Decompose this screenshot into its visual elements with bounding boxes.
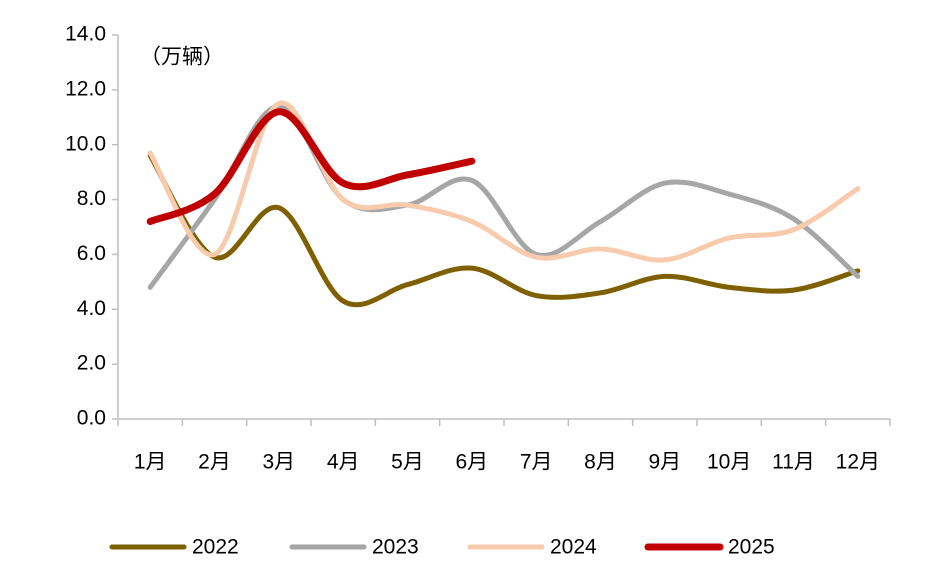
y-tick-label: 6.0 xyxy=(77,242,106,265)
y-tick-label: 4.0 xyxy=(77,297,106,320)
x-tick-label: 9月 xyxy=(648,451,681,474)
x-tick-label: 8月 xyxy=(584,451,617,474)
x-tick-label: 3月 xyxy=(262,451,295,474)
legend-label: 2023 xyxy=(372,536,419,559)
series-line xyxy=(146,108,476,226)
y-tick-label: 8.0 xyxy=(77,187,106,210)
x-tick-label: 5月 xyxy=(391,451,424,474)
y-tick-label: 10.0 xyxy=(65,132,106,155)
x-tick-label: 11月 xyxy=(772,451,815,474)
x-tick-label: 1月 xyxy=(134,451,167,474)
x-tick-label: 2月 xyxy=(198,451,231,474)
x-tick-label: 7月 xyxy=(520,451,553,474)
x-tick-label: 10月 xyxy=(707,451,751,474)
legend-label: 2025 xyxy=(728,536,775,559)
series-line xyxy=(147,153,861,308)
y-tick-label: 2.0 xyxy=(77,352,106,375)
legend-label: 2024 xyxy=(550,536,597,559)
y-tick-label: 14.0 xyxy=(65,23,106,46)
y-tick-label: 0.0 xyxy=(77,407,106,430)
y-tick-label: 12.0 xyxy=(65,77,106,100)
legend-label: 2022 xyxy=(192,536,239,559)
x-tick-label: 4月 xyxy=(327,451,360,474)
x-tick-label: 12月 xyxy=(836,451,880,474)
unit-label: （万辆） xyxy=(140,46,224,69)
x-tick-label: 6月 xyxy=(455,451,488,474)
series-line xyxy=(147,100,861,263)
series-line xyxy=(147,103,861,290)
